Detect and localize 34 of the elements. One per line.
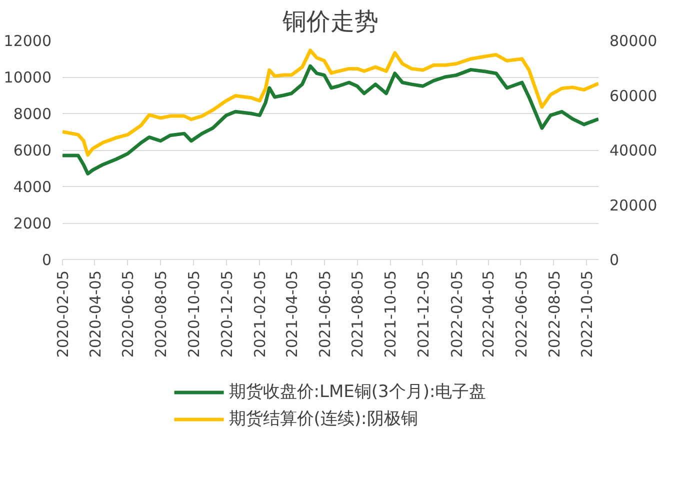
chart-title: 铜价走势 [282,8,378,36]
x-tick-label: 2022-10-05 [578,270,596,358]
legend-label: 期货结算价(连续):阴极铜 [228,408,418,430]
y-tick-label: 0 [42,251,52,269]
x-tick-label: 2022-02-05 [448,270,466,358]
legend-label: 期货收盘价:LME铜(3个月):电子盘 [228,381,486,403]
x-tick-label: 2021-02-05 [251,270,270,358]
line-series [62,64,598,176]
y2-tick-label: 80000 [610,32,658,50]
y-tick-label: 4000 [13,178,52,196]
x-tick-label: 2021-08-05 [348,270,367,358]
y2-tick-label: 0 [610,251,620,269]
y-tick-label: 6000 [13,142,52,160]
x-tick-label: 2022-08-05 [545,270,564,358]
x-tick-label: 2021-04-05 [282,270,301,358]
y-tick-label: 10000 [4,68,52,86]
x-tick-label: 2020-08-05 [152,270,170,358]
x-tick-label: 2021-06-05 [316,270,334,358]
y2-tick-label: 60000 [610,86,658,105]
x-tick-label: 2021-10-05 [382,270,400,358]
y-tick-label: 8000 [13,105,52,123]
y-tick-label: 12000 [4,32,52,50]
y2-tick-label: 40000 [610,142,658,160]
y2-tick-label: 20000 [610,196,658,214]
x-tick-label: 2020-02-05 [54,270,72,358]
x-tick-label: 2020-04-05 [86,270,104,358]
x-tick-label: 2022-06-05 [512,270,530,358]
x-tick-label: 2021-12-05 [414,270,432,358]
x-tick-label: 2020-10-05 [184,270,203,358]
x-tick-label: 2020-06-05 [119,270,138,358]
x-tick-label: 2020-12-05 [218,270,236,358]
x-tick-label: 2022-04-05 [480,270,498,358]
line-series [62,48,598,157]
y-tick-label: 2000 [13,214,52,232]
